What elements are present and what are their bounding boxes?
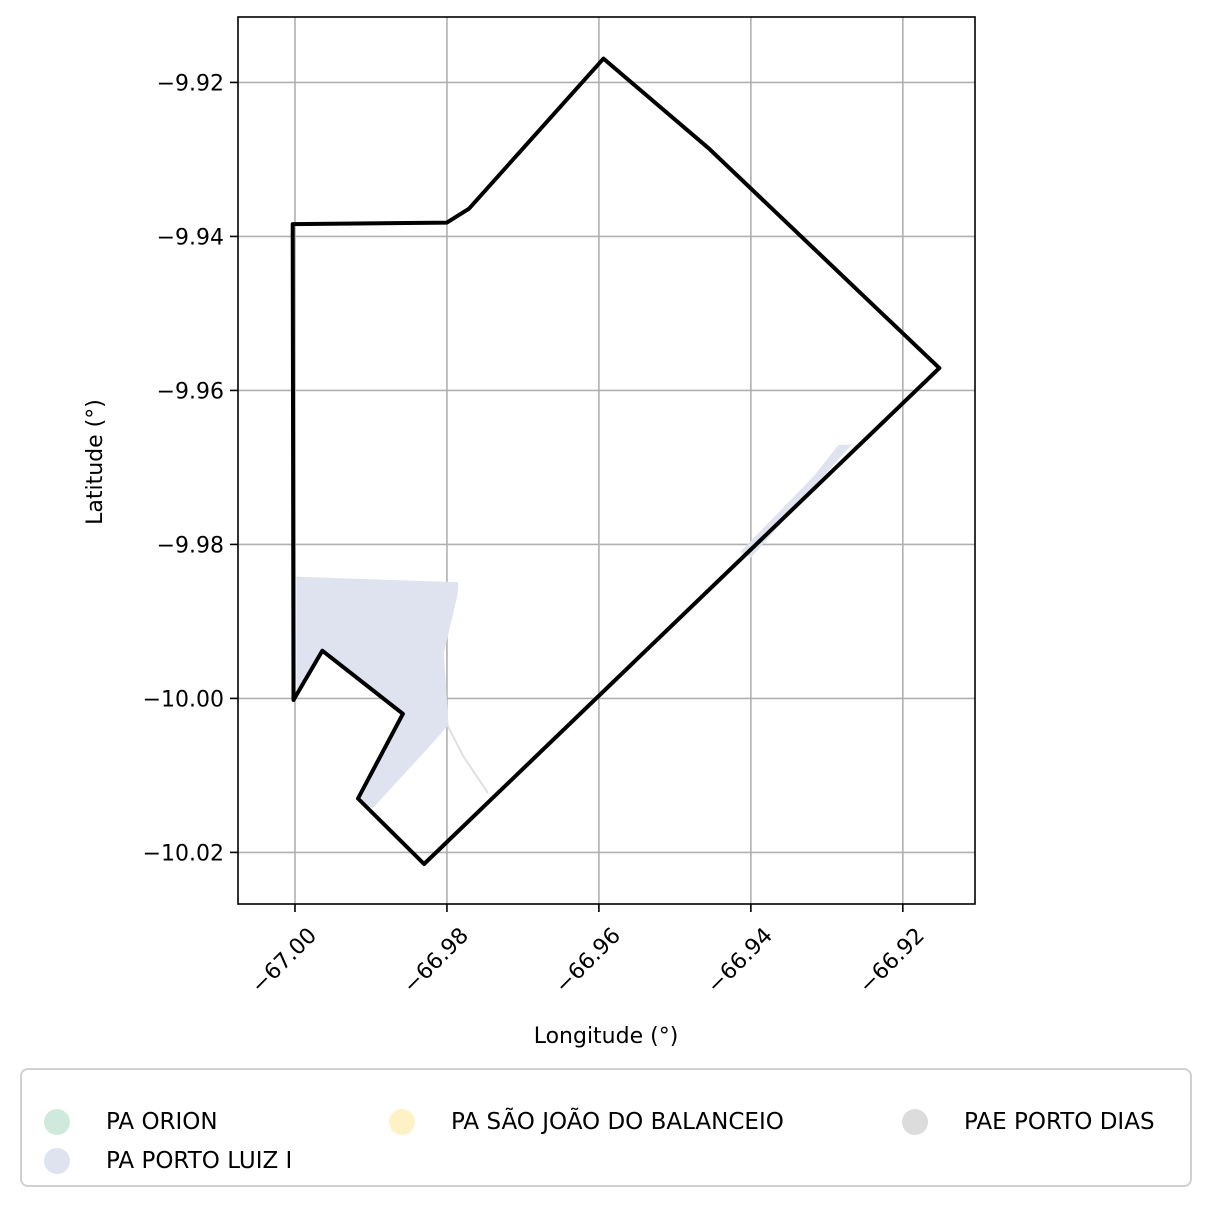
legend-item-pae-porto-dias: PAE PORTO DIAS — [902, 1109, 1155, 1135]
y-tick-label: −9.96 — [157, 379, 224, 404]
lines-layer — [446, 724, 489, 794]
boundary-layer — [290, 56, 942, 866]
y-tick-label: −10.02 — [143, 841, 224, 866]
x-tick-label: −66.98 — [399, 923, 474, 998]
feature-line — [446, 724, 489, 794]
map-legend: PA ORION PA PORTO LUIZ I PA SÃO JOÃO DO … — [20, 1068, 1192, 1187]
legend-label: PA ORION — [106, 1109, 218, 1135]
legend-marker — [389, 1109, 415, 1135]
legend-item-pa-sao-joao-do-balanceio: PA SÃO JOÃO DO BALANCEIO — [389, 1109, 784, 1135]
y-tick-label: −10.00 — [143, 687, 224, 712]
legend-item-pa-orion: PA ORION — [44, 1109, 218, 1135]
axis-ticks: −67.00 −66.98 −66.96 −66.94 −66.92 −9.92 −9.94… — [143, 71, 930, 998]
y-tick-label: −9.94 — [157, 225, 224, 250]
boundary-outline — [290, 56, 942, 866]
legend-item-pa-porto-luiz-i: PA PORTO LUIZ I — [44, 1148, 292, 1174]
legend-label: PAE PORTO DIAS — [964, 1109, 1155, 1135]
legend-label: PA SÃO JOÃO DO BALANCEIO — [451, 1109, 784, 1135]
x-tick-label: −66.96 — [551, 923, 626, 998]
y-tick-label: −9.92 — [157, 71, 224, 96]
y-axis-title: Latitude (°) — [83, 399, 108, 525]
x-tick-label: −66.92 — [855, 923, 930, 998]
x-axis-title: Longitude (°) — [534, 1024, 679, 1049]
legend-marker — [44, 1109, 70, 1135]
legend-label: PA PORTO LUIZ I — [106, 1148, 293, 1174]
plot-frame — [237, 16, 976, 905]
legend-marker — [44, 1148, 70, 1174]
region-pa-porto-luiz-i — [740, 444, 852, 558]
grid — [238, 17, 975, 904]
x-tick-label: −67.00 — [247, 923, 322, 998]
legend-marker — [902, 1109, 928, 1135]
y-tick-label: −9.98 — [157, 533, 224, 558]
x-tick-label: −66.94 — [703, 923, 778, 998]
